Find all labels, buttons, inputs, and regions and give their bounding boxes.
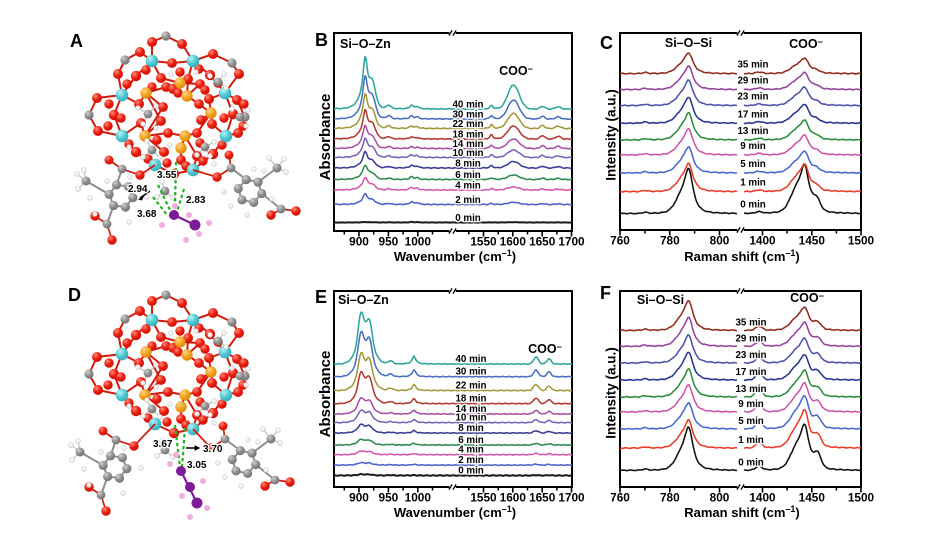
svg-text:3.55: 3.55	[157, 170, 177, 181]
svg-text:23 min: 23 min	[737, 92, 768, 103]
svg-text:Wavenumber (cm–1): Wavenumber (cm–1)	[394, 504, 516, 520]
svg-text:COO–: COO–	[499, 64, 533, 79]
svg-text:1700: 1700	[558, 235, 585, 249]
svg-text:3.05: 3.05	[187, 460, 207, 471]
svg-text:900: 900	[349, 491, 369, 505]
svg-text:1400: 1400	[749, 491, 776, 505]
svg-text:950: 950	[379, 235, 399, 249]
svg-text:10 min: 10 min	[452, 148, 483, 159]
svg-text:0 min: 0 min	[458, 466, 484, 477]
svg-text:23 min: 23 min	[735, 350, 766, 361]
svg-text:800: 800	[710, 234, 730, 248]
svg-text:22 min: 22 min	[452, 119, 483, 130]
svg-text:8 min: 8 min	[458, 423, 484, 434]
svg-text:1500: 1500	[848, 234, 875, 248]
svg-text:C: C	[600, 33, 613, 53]
svg-text:1500: 1500	[848, 491, 875, 505]
svg-text:Wavenumber (cm–1): Wavenumber (cm–1)	[394, 248, 516, 264]
svg-text:COO–: COO–	[528, 342, 562, 357]
svg-text:0 min: 0 min	[740, 200, 766, 211]
svg-text:3.67: 3.67	[153, 439, 173, 450]
svg-text:1450: 1450	[799, 491, 826, 505]
svg-text:Absorbance: Absorbance	[317, 351, 334, 438]
svg-text:800: 800	[710, 491, 730, 505]
svg-text:1650: 1650	[529, 491, 556, 505]
svg-text:760: 760	[610, 234, 630, 248]
svg-text:18 min: 18 min	[452, 130, 483, 141]
svg-text:3.68: 3.68	[137, 209, 157, 220]
svg-text:18 min: 18 min	[455, 394, 486, 405]
svg-text:900: 900	[349, 235, 369, 249]
svg-text:35 min: 35 min	[737, 60, 768, 71]
svg-text:2 min: 2 min	[455, 195, 481, 206]
svg-text:8 min: 8 min	[455, 159, 481, 170]
svg-text:COO–: COO–	[790, 291, 824, 306]
svg-text:6 min: 6 min	[455, 170, 481, 181]
svg-text:1600: 1600	[500, 235, 527, 249]
svg-text:35 min: 35 min	[735, 318, 766, 329]
svg-text:1450: 1450	[799, 234, 826, 248]
svg-text:Si–O–Si: Si–O–Si	[665, 36, 712, 50]
svg-text:A: A	[70, 31, 83, 51]
svg-text:1 min: 1 min	[738, 435, 764, 446]
svg-text:1000: 1000	[405, 235, 432, 249]
svg-text:30 min: 30 min	[455, 367, 486, 378]
svg-text:29 min: 29 min	[737, 76, 768, 87]
svg-text:13 min: 13 min	[735, 384, 766, 395]
svg-text:40 min: 40 min	[455, 354, 486, 365]
svg-text:2.94: 2.94	[128, 184, 148, 195]
svg-text:Raman shift (cm–1): Raman shift (cm–1)	[684, 504, 800, 520]
svg-text:780: 780	[660, 234, 680, 248]
svg-text:1550: 1550	[470, 235, 497, 249]
svg-text:14 min: 14 min	[452, 139, 483, 150]
svg-text:14 min: 14 min	[455, 404, 486, 415]
svg-text:1 min: 1 min	[740, 178, 766, 189]
svg-text:D: D	[68, 285, 81, 305]
svg-text:3.70: 3.70	[203, 444, 223, 455]
svg-text:950: 950	[379, 491, 399, 505]
svg-text:17 min: 17 min	[737, 109, 768, 120]
svg-text:Absorbance: Absorbance	[317, 94, 334, 181]
svg-text:6 min: 6 min	[458, 435, 484, 446]
svg-text:B: B	[315, 30, 328, 50]
svg-text:13 min: 13 min	[737, 126, 768, 137]
svg-text:22 min: 22 min	[455, 381, 486, 392]
svg-text:5 min: 5 min	[738, 416, 764, 427]
svg-text:1400: 1400	[749, 234, 776, 248]
svg-text:1000: 1000	[405, 491, 432, 505]
svg-text:Si–O–Zn: Si–O–Zn	[340, 37, 391, 51]
svg-text:F: F	[600, 283, 611, 303]
svg-text:17 min: 17 min	[735, 367, 766, 378]
svg-text:5 min: 5 min	[740, 159, 766, 170]
svg-text:4 min: 4 min	[455, 181, 481, 192]
svg-text:29 min: 29 min	[735, 333, 766, 344]
svg-text:30 min: 30 min	[452, 110, 483, 121]
svg-text:COO–: COO–	[789, 37, 823, 52]
svg-text:1700: 1700	[558, 491, 585, 505]
svg-text:10 min: 10 min	[455, 413, 486, 424]
svg-text:9 min: 9 min	[740, 141, 766, 152]
svg-text:0 min: 0 min	[455, 213, 481, 224]
svg-text:1550: 1550	[470, 491, 497, 505]
svg-text:2 min: 2 min	[458, 455, 484, 466]
svg-text:4 min: 4 min	[458, 445, 484, 456]
svg-text:E: E	[315, 287, 327, 307]
svg-text:760: 760	[610, 491, 630, 505]
svg-text:Si–O–Zn: Si–O–Zn	[338, 293, 389, 307]
svg-text:780: 780	[660, 491, 680, 505]
svg-text:Intensity (a.u.): Intensity (a.u.)	[604, 347, 619, 439]
svg-text:2.83: 2.83	[186, 195, 206, 206]
svg-text:9 min: 9 min	[738, 399, 764, 410]
svg-text:0 min: 0 min	[738, 458, 764, 469]
svg-text:1600: 1600	[500, 491, 527, 505]
svg-text:1650: 1650	[529, 235, 556, 249]
svg-text:Raman shift (cm–1): Raman shift (cm–1)	[684, 248, 800, 264]
svg-text:40 min: 40 min	[452, 100, 483, 111]
svg-text:Si–O–Si: Si–O–Si	[637, 293, 684, 307]
svg-text:Intensity (a.u.): Intensity (a.u.)	[604, 89, 619, 181]
